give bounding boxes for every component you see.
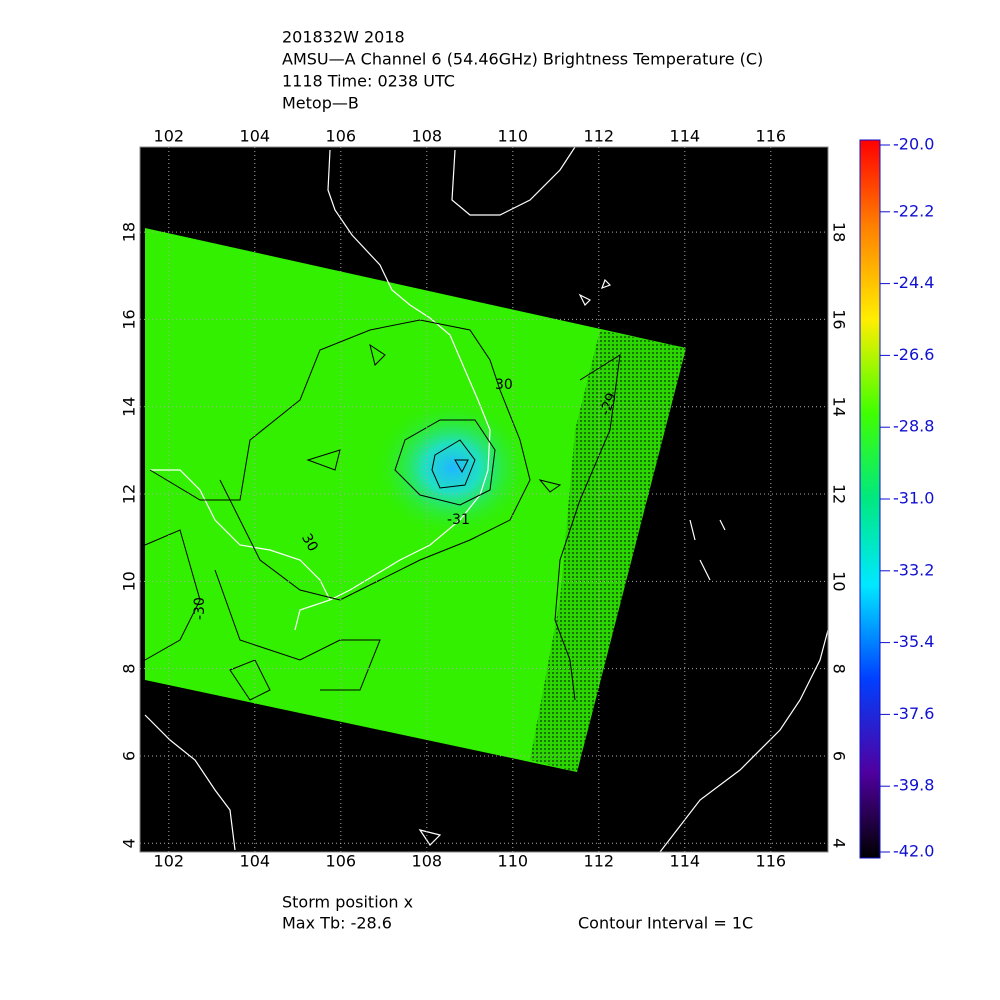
lat-label: 8: [120, 664, 139, 674]
colorbar-label: -33.2: [893, 560, 934, 579]
lat-label: 10: [830, 571, 849, 591]
lat-label: 12: [830, 484, 849, 504]
colorbar-label: -37.6: [893, 704, 934, 723]
lon-label: 104: [240, 127, 271, 146]
lat-label: 14: [120, 397, 139, 417]
title-line: 201832W 2018: [282, 28, 405, 47]
lat-label: 6: [120, 751, 139, 761]
lat-label: 8: [830, 664, 849, 674]
cold-core: [372, 398, 532, 538]
lat-label: 16: [120, 309, 139, 329]
max-tb: Max Tb: -28.6: [282, 914, 392, 933]
colorbar-label: -20.0: [893, 135, 934, 154]
title-line: 1118 Time: 0238 UTC: [282, 72, 455, 91]
title-line: Metop—B: [282, 94, 359, 113]
edge-hatch: [530, 330, 686, 772]
lat-label: 14: [830, 397, 849, 417]
colorbar-label: -24.4: [893, 273, 934, 292]
lon-label: 106: [326, 127, 357, 146]
lat-label: 18: [120, 222, 139, 242]
lat-label: 4: [830, 838, 849, 848]
colorbar-label: -39.8: [893, 776, 934, 795]
lon-label: 108: [412, 127, 443, 146]
contour-label: 30: [298, 531, 321, 554]
lon-label: 106: [326, 852, 357, 871]
title-line: AMSU—A Channel 6 (54.46GHz) Brightness T…: [282, 50, 763, 69]
lon-label: 114: [670, 852, 701, 871]
lon-label: 114: [670, 127, 701, 146]
colorbar-label: -31.0: [893, 489, 934, 508]
colorbar-label: -42.0: [893, 842, 934, 861]
colorbar: -20.0 -22.2 -24.4 -26.6 -28.8 -31.0 -33.2 -35.4…: [859, 135, 934, 861]
axes: 1021021041041061061081081101101121121141…: [120, 127, 849, 871]
lat-label: 18: [830, 222, 849, 242]
lon-label: 104: [240, 852, 271, 871]
map-area: 30 -31 -29 -30 30: [140, 147, 828, 852]
lon-label: 112: [584, 127, 615, 146]
lat-label: 12: [120, 484, 139, 504]
lat-label: 16: [830, 309, 849, 329]
lat-label: 10: [120, 571, 139, 591]
lon-label: 108: [412, 852, 443, 871]
lon-label: 110: [498, 127, 529, 146]
map-frame: [139, 146, 829, 853]
contour-label: -29: [597, 391, 620, 418]
contour-label: -31: [447, 512, 470, 528]
coastlines: [144, 147, 828, 852]
lon-label: 102: [154, 127, 185, 146]
grid: [140, 147, 828, 852]
colorbar-label: -26.6: [893, 345, 934, 364]
lon-label: 116: [756, 852, 787, 871]
lat-label: 4: [120, 838, 139, 848]
lon-label: 110: [498, 852, 529, 871]
lon-label: 112: [584, 852, 615, 871]
contour-label: 30: [495, 377, 513, 393]
storm-position: Storm position x: [282, 893, 413, 912]
colorbar-label: -35.4: [893, 632, 934, 651]
lon-label: 116: [756, 127, 787, 146]
colorbar-label: -22.2: [893, 201, 934, 220]
lon-label: 102: [154, 852, 185, 871]
colorbar-ramp: [859, 139, 881, 859]
colorbar-label: -28.8: [893, 417, 934, 436]
contour-label: -30: [192, 597, 208, 620]
contour-interval: Contour Interval = 1C: [578, 914, 753, 933]
lat-label: 6: [830, 751, 849, 761]
